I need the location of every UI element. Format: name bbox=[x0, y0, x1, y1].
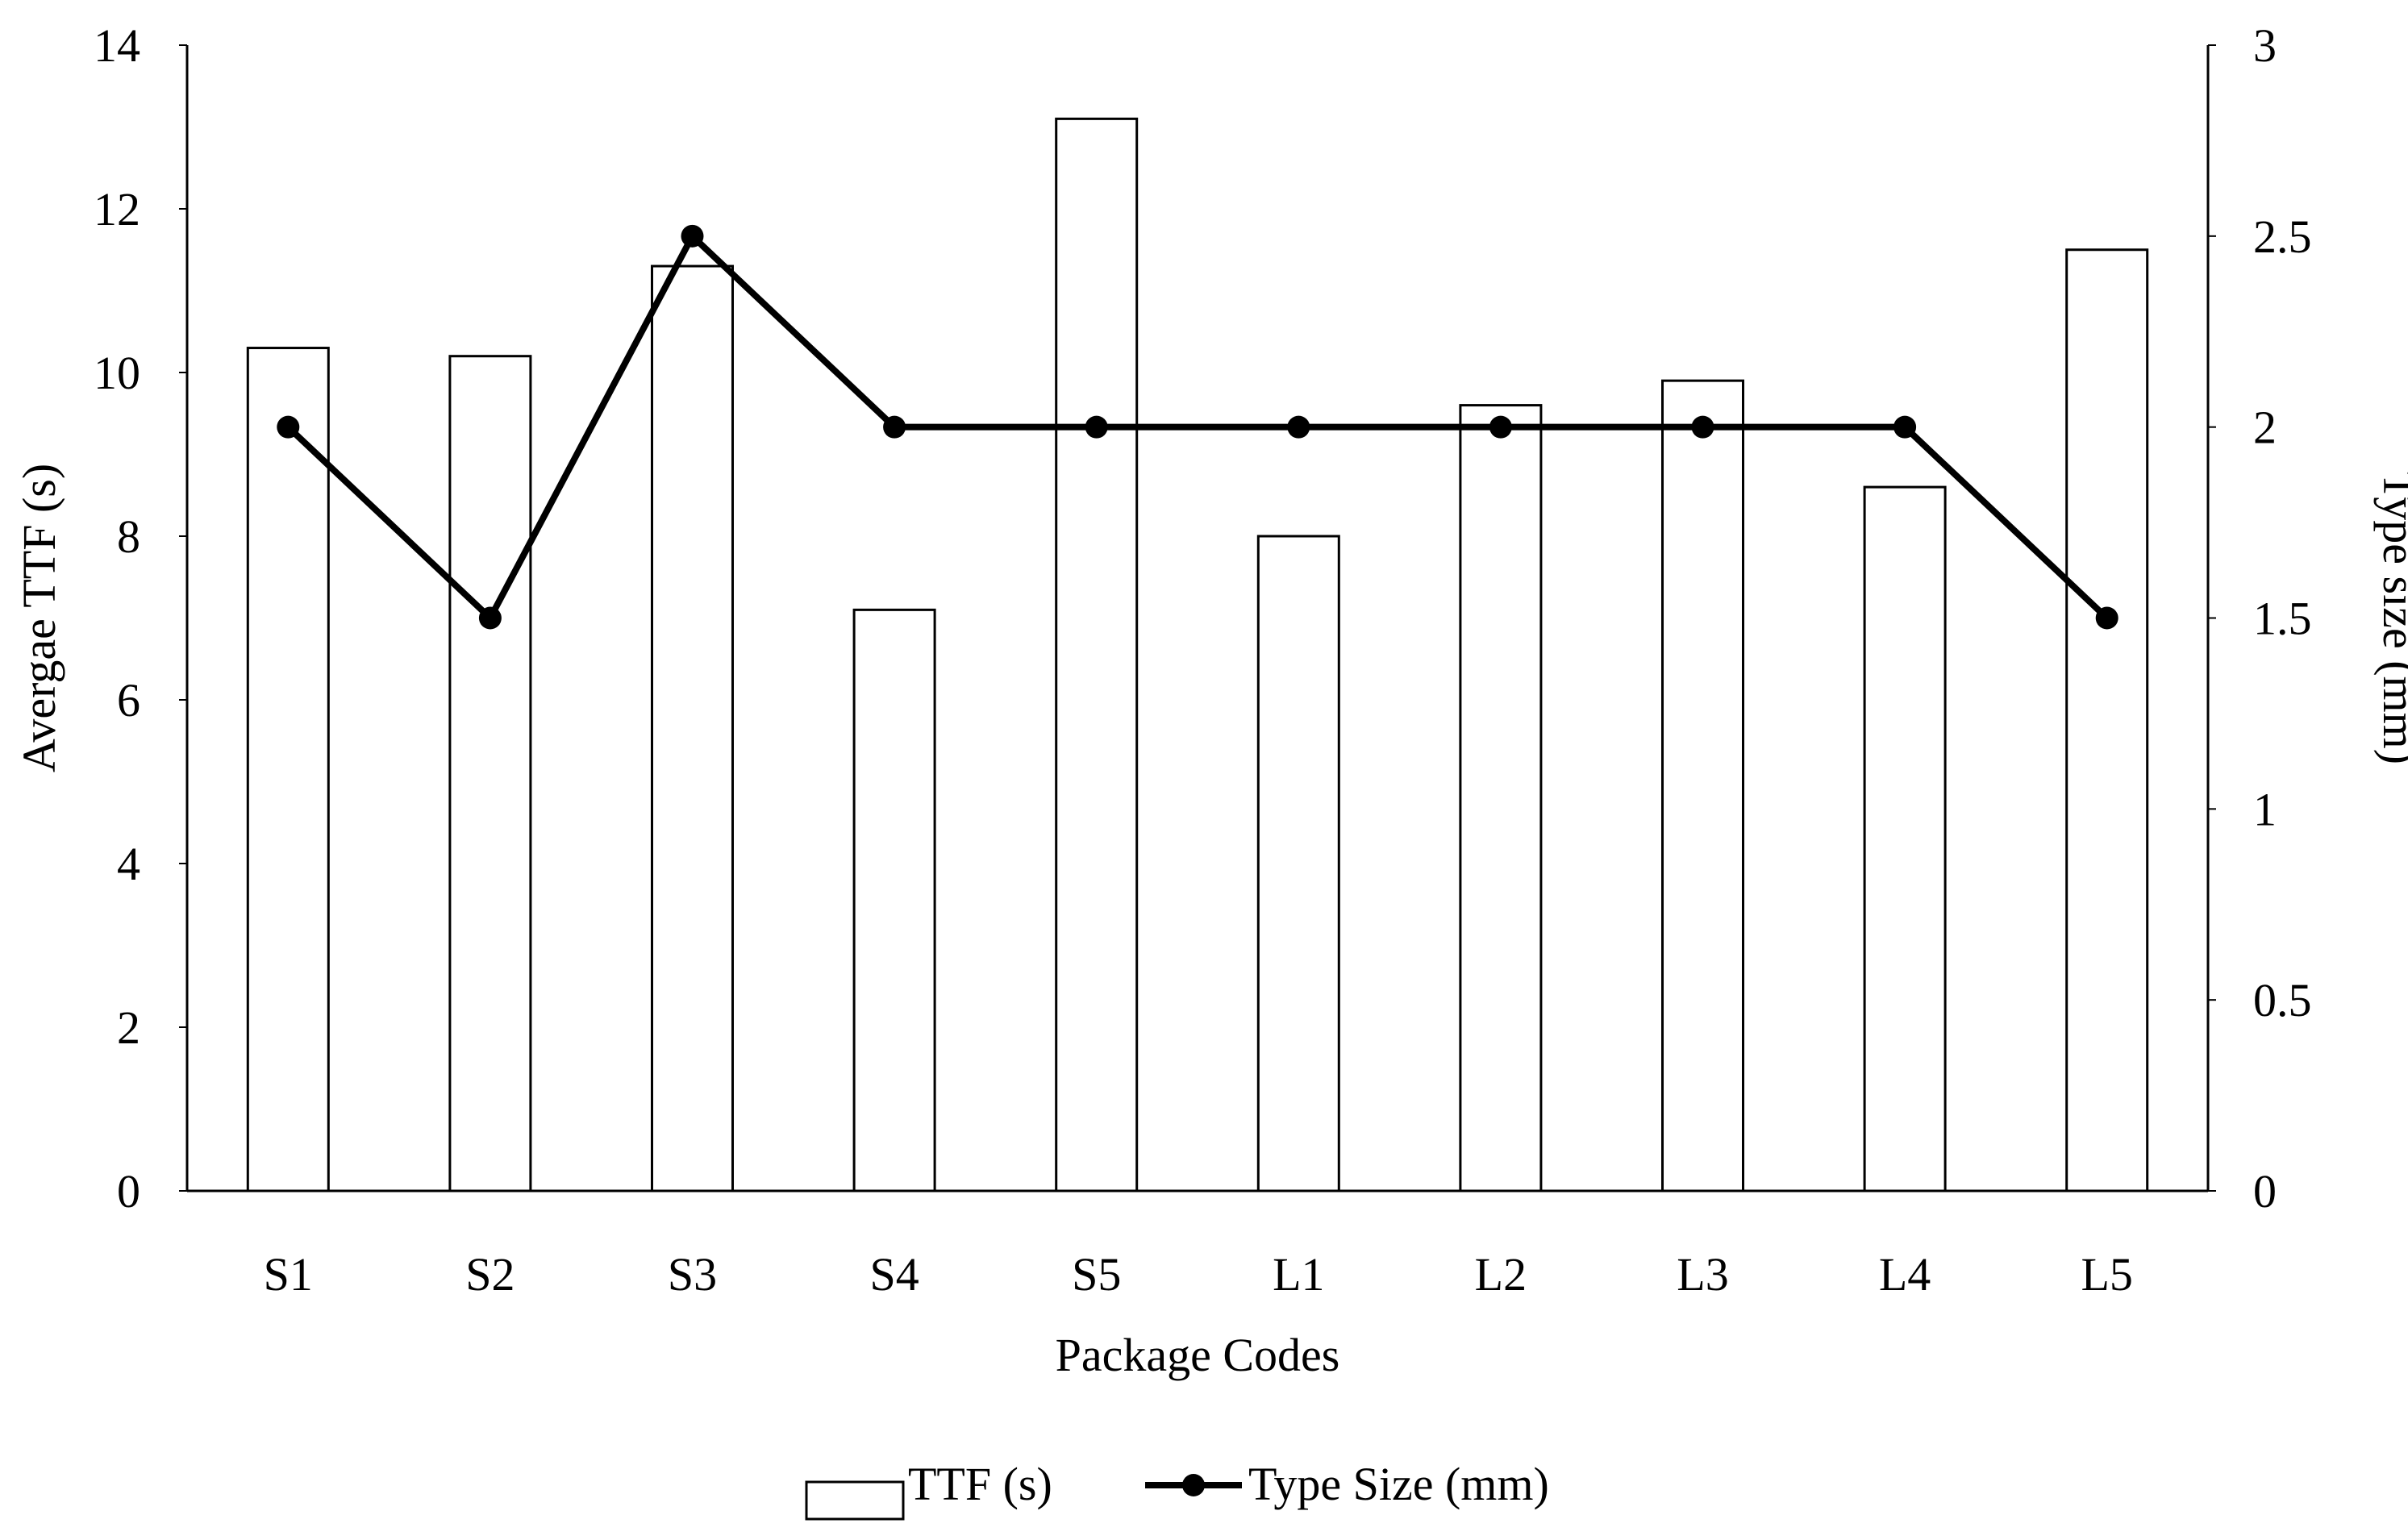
y-right-axis-title: Type size (mm) bbox=[2373, 472, 2408, 764]
bar-L3 bbox=[1661, 379, 1744, 1192]
x-axis-title: Package Codes bbox=[1056, 1329, 1340, 1381]
right-tick-label: 3 bbox=[2253, 19, 2277, 72]
x-tick-label: S2 bbox=[465, 1248, 515, 1301]
legend-line-label: Type Size (mm) bbox=[1248, 1458, 1549, 1510]
left-tick-label: 0 bbox=[117, 1165, 140, 1217]
left-tick-label: 14 bbox=[94, 19, 140, 72]
x-tick-label: S1 bbox=[264, 1248, 313, 1301]
x-tick-label: S5 bbox=[1072, 1248, 1121, 1301]
point-S5 bbox=[1085, 415, 1108, 439]
x-tick-label: L3 bbox=[1677, 1248, 1728, 1301]
left-tick-label: 2 bbox=[117, 1001, 140, 1054]
right-tick-label: 1 bbox=[2253, 783, 2277, 835]
right-tick-label: 2 bbox=[2253, 402, 2277, 454]
left-tick-label: 12 bbox=[94, 183, 140, 235]
bar-S4 bbox=[852, 608, 936, 1192]
line-type-size bbox=[285, 232, 2110, 622]
right-tick-label: 0.5 bbox=[2253, 974, 2312, 1026]
point-L3 bbox=[1691, 415, 1714, 439]
bar-S3 bbox=[651, 264, 734, 1192]
point-S3 bbox=[681, 224, 704, 248]
right-tick-label: 1.5 bbox=[2253, 593, 2312, 645]
point-L1 bbox=[1287, 415, 1310, 439]
x-tick-label: L2 bbox=[1475, 1248, 1527, 1301]
bar-S5 bbox=[1055, 117, 1139, 1192]
point-L4 bbox=[1893, 415, 1917, 439]
legend-bar-swatch bbox=[805, 1480, 905, 1521]
point-S4 bbox=[883, 415, 906, 439]
y-left-axis-title: Avergae TTF (s) bbox=[13, 464, 65, 772]
x-tick-label: L1 bbox=[1273, 1248, 1324, 1301]
legend-line-marker bbox=[1182, 1474, 1205, 1496]
point-L2 bbox=[1489, 415, 1512, 439]
x-tick-label: S3 bbox=[668, 1248, 717, 1301]
x-tick-label: L5 bbox=[2081, 1248, 2132, 1301]
bar-S1 bbox=[246, 347, 330, 1192]
point-S2 bbox=[478, 606, 502, 630]
right-tick-label: 0 bbox=[2253, 1165, 2277, 1217]
bar-L4 bbox=[1863, 485, 1947, 1192]
left-tick-label: 10 bbox=[94, 347, 140, 399]
right-tick-label: 2.5 bbox=[2253, 210, 2312, 263]
bar-L1 bbox=[1256, 535, 1340, 1192]
left-tick-label: 8 bbox=[117, 510, 140, 563]
bar-L5 bbox=[2065, 248, 2149, 1192]
point-L5 bbox=[2095, 606, 2118, 630]
left-tick-label: 6 bbox=[117, 674, 140, 726]
x-tick-label: S4 bbox=[869, 1248, 919, 1301]
bar-L2 bbox=[1459, 404, 1543, 1192]
point-S1 bbox=[277, 415, 300, 439]
legend-bar-label: TTF (s) bbox=[908, 1458, 1052, 1510]
bar-S2 bbox=[448, 355, 532, 1192]
left-tick-label: 4 bbox=[117, 838, 140, 890]
x-tick-label: L4 bbox=[1879, 1248, 1931, 1301]
